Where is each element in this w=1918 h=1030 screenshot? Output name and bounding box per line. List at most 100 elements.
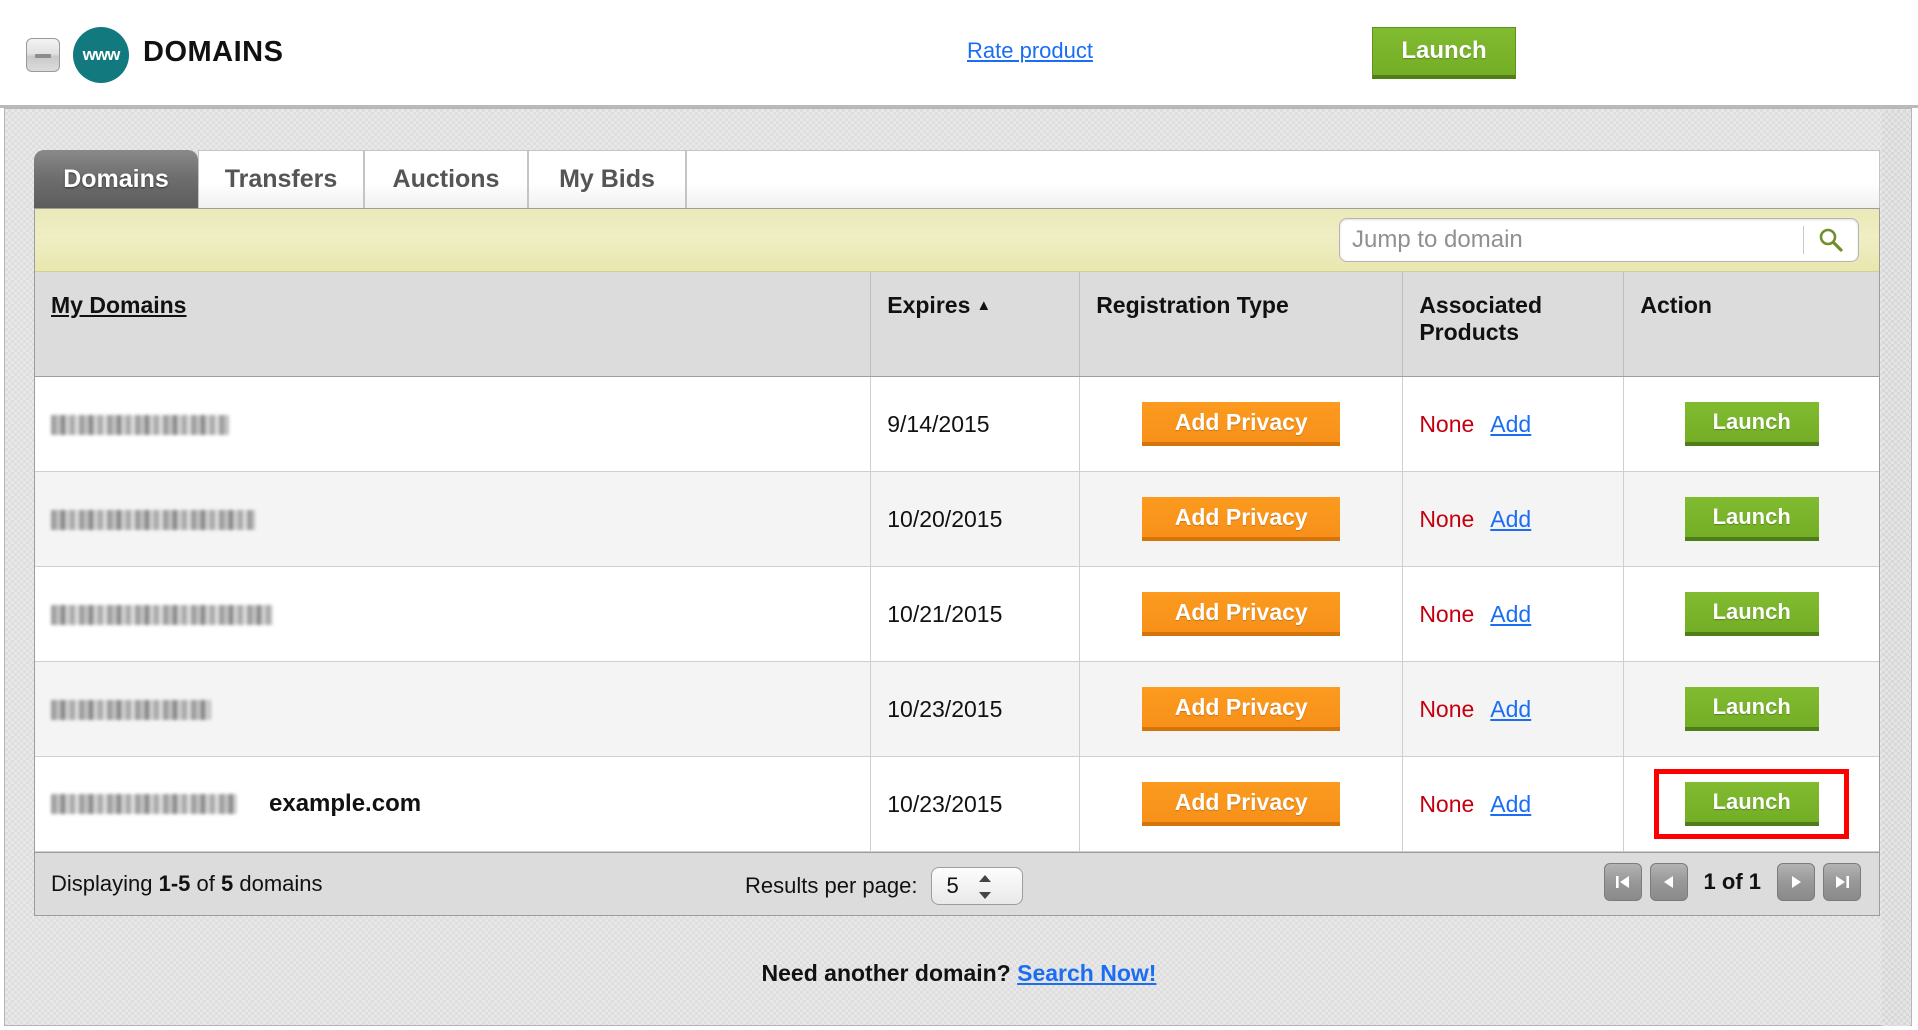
cell-associated-products: None Add — [1402, 376, 1625, 472]
table-footer: Displaying 1-5 of 5 domains Results per … — [35, 852, 1879, 915]
table-row: 10/20/2015 Add Privacy None Add Launch — [35, 471, 1879, 567]
cell-expires: 10/21/2015 — [870, 566, 1081, 662]
column-header-associated-products-label: Associated Products — [1419, 292, 1543, 345]
displaying-mid: of — [190, 871, 221, 896]
need-another-domain: Need another domain? Search Now! — [0, 960, 1918, 987]
column-header-my-domains[interactable]: My Domains — [35, 272, 872, 377]
launch-button-row[interactable]: Launch — [1684, 687, 1819, 731]
associated-products-value: None — [1419, 410, 1475, 437]
displaying-suffix: domains — [233, 871, 323, 896]
cell-expires: 10/20/2015 — [870, 471, 1081, 567]
pagination: 1 of 1 — [1600, 863, 1865, 901]
displaying-summary: Displaying 1-5 of 5 domains — [51, 871, 323, 897]
app-header: www DOMAINS Rate product Launch — [0, 0, 1918, 108]
last-page-icon[interactable] — [1823, 863, 1861, 901]
column-header-action: Action — [1623, 272, 1879, 377]
table-row: 10/23/2015 Add Privacy None Add Launch — [35, 661, 1879, 757]
rate-product-link[interactable]: Rate product — [967, 38, 1093, 63]
cell-action: Launch — [1623, 756, 1879, 852]
stepper-down-icon — [979, 892, 992, 899]
need-another-domain-text: Need another domain? — [761, 960, 1011, 986]
collapse-icon[interactable] — [26, 38, 60, 72]
column-header-registration-type[interactable]: Registration Type — [1079, 272, 1404, 377]
page-title: DOMAINS — [143, 36, 284, 68]
results-per-page-label: Results per page: — [745, 873, 918, 898]
scroll-gutter — [1882, 110, 1910, 1026]
tab-transfers[interactable]: Transfers — [198, 150, 364, 208]
tab-my-bids[interactable]: My Bids — [528, 150, 686, 208]
cell-registration-type: Add Privacy — [1079, 566, 1404, 662]
tab-bar: Domains Transfers Auctions My Bids — [34, 150, 1880, 208]
previous-page-icon[interactable] — [1649, 863, 1688, 901]
column-header-my-domains-label[interactable]: My Domains — [51, 292, 187, 318]
cell-registration-type: Add Privacy — [1079, 376, 1404, 472]
launch-button-header[interactable]: Launch — [1372, 27, 1516, 79]
table-row: example.com 10/23/2015 Add Privacy None A… — [35, 756, 1879, 852]
launch-button-row[interactable]: Launch — [1684, 592, 1819, 636]
tab-auctions[interactable]: Auctions — [364, 150, 528, 208]
column-header-associated-products[interactable]: Associated Products — [1402, 272, 1625, 377]
associated-products-value: None — [1419, 505, 1475, 532]
cell-domain — [35, 471, 872, 567]
cell-domain — [35, 661, 872, 757]
highlight-annotation: Launch — [1654, 769, 1849, 839]
launch-button-row[interactable]: Launch — [1684, 497, 1819, 541]
cell-registration-type: Add Privacy — [1079, 661, 1404, 757]
table-row: 9/14/2015 Add Privacy None Add Launch — [35, 376, 1879, 472]
domain-name-redacted — [51, 415, 229, 436]
add-privacy-button[interactable]: Add Privacy — [1142, 782, 1341, 826]
add-privacy-button[interactable]: Add Privacy — [1142, 497, 1341, 541]
cell-associated-products: None Add — [1402, 756, 1625, 852]
add-privacy-button[interactable]: Add Privacy — [1142, 687, 1341, 731]
stepper-up-icon — [979, 875, 992, 882]
column-header-expires-label: Expires — [887, 292, 971, 318]
cell-action: Launch — [1623, 566, 1879, 662]
domains-card: My Domains Expires ▲ Registration Type As… — [34, 208, 1880, 916]
cell-expires: 10/23/2015 — [870, 661, 1081, 757]
displaying-total: 5 — [220, 871, 234, 896]
stepper-icon — [978, 875, 992, 899]
cell-domain — [35, 566, 872, 662]
domain-name: example.com — [269, 790, 422, 818]
sort-ascending-icon: ▲ — [976, 297, 992, 314]
cell-action: Launch — [1623, 376, 1879, 472]
results-per-page-control: Results per page: 5 — [745, 867, 1024, 905]
add-product-link[interactable]: Add — [1490, 790, 1532, 817]
add-product-link[interactable]: Add — [1490, 505, 1532, 532]
search-icon[interactable] — [1804, 219, 1858, 261]
column-header-expires[interactable]: Expires ▲ — [870, 272, 1081, 377]
column-header-registration-type-label: Registration Type — [1096, 292, 1289, 318]
cell-expires: 10/23/2015 — [870, 756, 1081, 852]
add-product-link[interactable]: Add — [1490, 600, 1532, 627]
domain-name-redacted — [51, 700, 211, 721]
cell-associated-products: None Add — [1402, 661, 1625, 757]
cell-action: Launch — [1623, 661, 1879, 757]
search-box[interactable] — [1339, 218, 1859, 262]
cell-domain: example.com — [35, 756, 872, 852]
add-privacy-button[interactable]: Add Privacy — [1142, 592, 1341, 636]
search-now-link[interactable]: Search Now! — [1017, 960, 1157, 986]
cell-registration-type: Add Privacy — [1079, 471, 1404, 567]
add-product-link[interactable]: Add — [1490, 410, 1532, 437]
add-privacy-button[interactable]: Add Privacy — [1142, 402, 1341, 446]
launch-button-row-highlighted[interactable]: Launch — [1684, 782, 1819, 826]
associated-products-value: None — [1419, 600, 1475, 627]
associated-products-value: None — [1419, 695, 1475, 722]
first-page-icon[interactable] — [1603, 863, 1642, 901]
domain-name-redacted — [51, 605, 273, 626]
displaying-prefix: Displaying — [51, 871, 159, 896]
tab-filler — [686, 150, 1880, 208]
tab-domains[interactable]: Domains — [34, 150, 198, 208]
results-per-page-select[interactable]: 5 — [931, 867, 1024, 905]
search-band — [35, 209, 1879, 272]
www-logo-icon: www — [73, 27, 129, 83]
add-product-link[interactable]: Add — [1490, 695, 1532, 722]
search-divider — [1803, 226, 1804, 254]
domains-table: My Domains Expires ▲ Registration Type As… — [35, 272, 1879, 852]
cell-associated-products: None Add — [1402, 566, 1625, 662]
launch-button-row[interactable]: Launch — [1684, 402, 1819, 446]
search-input[interactable] — [1340, 226, 1803, 254]
cell-action: Launch — [1623, 471, 1879, 567]
next-page-icon[interactable] — [1777, 863, 1815, 901]
